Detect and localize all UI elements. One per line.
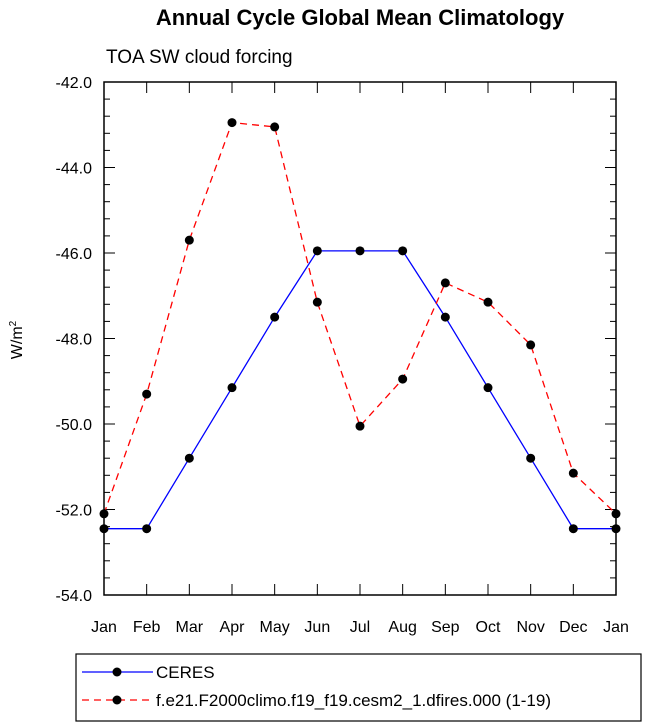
series-1-point: [227, 118, 237, 128]
series-0-point: [526, 453, 536, 463]
series-0-point: [398, 246, 408, 256]
x-tick-label: Jun: [304, 619, 330, 636]
series-0-point: [142, 524, 152, 534]
x-tick-label: Apr: [220, 619, 246, 636]
series-1-point: [312, 297, 322, 307]
chart-title: Annual Cycle Global Mean Climatology: [156, 5, 565, 30]
y-tick-label: -48.0: [56, 332, 93, 349]
series-line-0: [104, 250, 616, 530]
series-1-point: [184, 235, 194, 245]
legend: CERES f.e21.F2000climo.f19_f19.cesm2_1.df…: [82, 663, 551, 710]
series-1-point: [440, 278, 450, 288]
x-tick-label: Jul: [350, 619, 370, 636]
x-tick-label: Feb: [133, 619, 161, 636]
legend-label-1: f.e21.F2000climo.f19_f19.cesm2_1.dfires.…: [156, 691, 551, 710]
x-tick-label: Mar: [176, 619, 204, 636]
x-tick-label: Dec: [559, 619, 587, 636]
tick-labels: -42.0 -44.0 -46.0 -48.0 -50.0 -52.0 -54.0 Jan Fe…: [56, 75, 629, 636]
y-axis-label-text: W/m: [9, 326, 26, 359]
series-1-point: [355, 421, 365, 431]
y-tick-label: -52.0: [56, 503, 93, 520]
y-tick-label: -50.0: [56, 417, 93, 434]
legend-box: [75, 653, 642, 722]
x-tick-label: Jan: [91, 619, 117, 636]
legend-label-0: CERES: [156, 663, 215, 682]
legend-marker-0: [112, 667, 122, 677]
y-tick-label: -42.0: [56, 75, 93, 92]
legend-marker-1: [112, 695, 122, 705]
axes-ticks: [103, 81, 617, 596]
series-1-point: [142, 389, 152, 399]
series-0-point: [270, 312, 280, 322]
chart-subtitle: TOA SW cloud forcing: [106, 47, 293, 68]
series-0-point: [227, 383, 237, 393]
x-tick-label: Nov: [516, 619, 544, 636]
x-tick-label: Jan: [603, 619, 629, 636]
x-tick-label: Oct: [476, 619, 501, 636]
series-layer: [99, 118, 621, 534]
svg-text:W/m2: W/m2: [8, 320, 26, 359]
series-1-point: [270, 122, 280, 132]
series-0-point: [483, 383, 493, 393]
series-0-point: [312, 246, 322, 256]
series-0-point: [184, 453, 194, 463]
series-1-point: [526, 340, 536, 350]
series-0-point: [355, 246, 365, 256]
y-tick-label: -46.0: [56, 246, 93, 263]
plot-frame: [103, 81, 617, 596]
series-1-point: [398, 374, 408, 384]
x-tick-label: Sep: [431, 619, 460, 636]
series-0-point: [568, 524, 578, 534]
x-tick-label: Aug: [388, 619, 416, 636]
y-tick-label: -54.0: [56, 588, 93, 605]
y-axis-label: W/m2: [8, 320, 26, 359]
series-1-point: [483, 297, 493, 307]
series-0-point: [440, 312, 450, 322]
x-tick-label: May: [260, 619, 290, 636]
series-1-point: [568, 468, 578, 478]
series-line-1: [103, 121, 617, 515]
y-axis-label-superscript: 2: [8, 320, 19, 326]
y-tick-label: -44.0: [56, 161, 93, 178]
